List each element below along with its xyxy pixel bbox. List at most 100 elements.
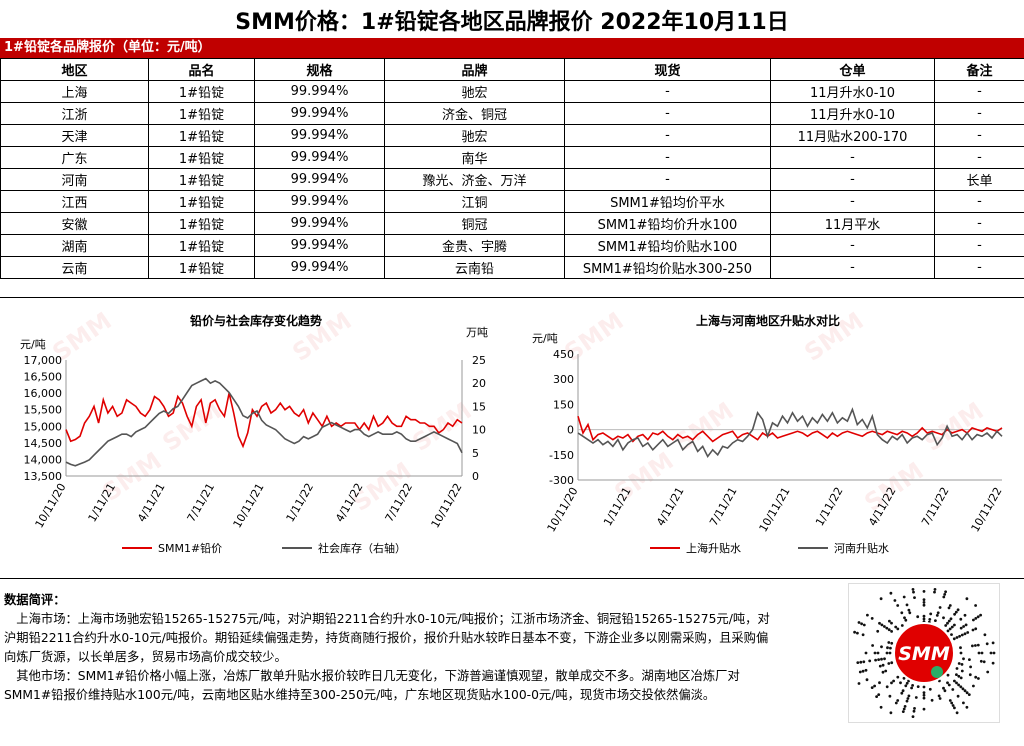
qr-dot — [947, 606, 951, 610]
qr-dot — [957, 662, 961, 665]
qr-dot — [889, 646, 892, 650]
table-cell: - — [564, 124, 771, 147]
qr-dot — [949, 617, 953, 621]
qr-dot — [893, 599, 897, 602]
table-row: 云南 1#铅锭 99.994% 云南铅 SMM1#铅均价贴水300-250- - — [0, 256, 1024, 279]
qr-dot — [991, 661, 995, 665]
qr-dot — [922, 590, 926, 593]
qr-dot — [955, 711, 959, 715]
table-cell: 南华 — [384, 146, 565, 169]
qr-dot — [902, 707, 906, 711]
qr-dot — [908, 611, 912, 615]
table-cell: 豫光、济金、万洋 — [384, 168, 565, 191]
table-cell: 安徽 — [0, 212, 149, 235]
qr-dot — [856, 661, 860, 664]
table-cell: 济金、铜冠 — [384, 102, 565, 125]
qr-dot — [972, 684, 975, 688]
table-row: 河南 1#铅锭 99.994% 豫光、济金、万洋 - - 长单 — [0, 168, 1024, 191]
qr-dot — [936, 611, 940, 615]
qr-dot — [896, 627, 900, 631]
table-cell: 11月升水0-10 — [770, 80, 935, 103]
qr-dot — [878, 664, 882, 668]
qr-dot — [922, 617, 926, 621]
qr-dot — [961, 687, 965, 691]
qr-dot — [922, 696, 926, 700]
qr-dot — [957, 683, 960, 687]
qr-dot — [864, 668, 868, 672]
qr-dot — [905, 699, 909, 703]
qr-dot — [871, 644, 874, 647]
qr-dot — [885, 626, 889, 630]
qr-dot — [922, 601, 926, 604]
qr-dot — [896, 675, 900, 679]
col-header-product: 品名 — [148, 58, 255, 81]
qr-dot — [974, 604, 977, 607]
table-cell: SMM1#铅均价升水100 — [564, 212, 771, 235]
qr-dot — [883, 625, 886, 628]
chart2-legend-henan: 河南升贴水 — [798, 540, 889, 556]
qr-dot — [955, 681, 958, 685]
qr-dot — [954, 610, 958, 614]
qr-dot — [948, 627, 952, 631]
divider-top — [0, 297, 1024, 298]
qr-dot — [947, 619, 951, 623]
chart2-title: 上海与河南地区升贴水对比 — [695, 314, 840, 328]
qr-dot — [959, 626, 963, 630]
col-header-region: 地区 — [0, 58, 149, 81]
qr-dot — [929, 612, 933, 616]
y-tick-label: 14,500 — [24, 437, 63, 450]
table-cell: - — [564, 80, 771, 103]
table-cell: 天津 — [0, 124, 149, 147]
qr-dot — [953, 679, 956, 683]
table-cell: 铜冠 — [384, 212, 565, 235]
table-cell: 11月贴水200-170 — [770, 124, 935, 147]
qr-dot — [879, 597, 883, 601]
qr-dot — [904, 684, 908, 688]
x-tick-label: 10/11/21 — [231, 481, 267, 530]
y-right-tick-label: 15 — [472, 400, 486, 413]
y-tick-label: 0 — [567, 424, 574, 437]
qr-dot — [907, 694, 911, 698]
qr-dot — [890, 661, 894, 665]
qr-dot — [876, 651, 880, 655]
table-cell: 上海 — [0, 80, 149, 103]
qr-dot — [959, 617, 963, 621]
y-tick-label: 14,000 — [24, 453, 63, 466]
qr-dot — [911, 684, 914, 687]
qr-dot — [889, 711, 893, 715]
chart-premium-compare: 上海与河南地区升贴水对比 SMM SMM SMM SMM SMM SMM 450 300 150… — [512, 302, 1024, 574]
col-header-note: 备注 — [934, 58, 1024, 81]
qr-dot — [878, 621, 881, 625]
table-cell: 河南 — [0, 168, 149, 191]
qr-dot — [914, 696, 918, 699]
watermark-text: SMM — [407, 397, 476, 457]
qr-dot — [868, 659, 872, 663]
legend-swatch-red — [122, 547, 152, 549]
qr-dot — [930, 698, 934, 702]
x-tick-label: 7/11/22 — [919, 485, 951, 528]
qr-dot — [974, 627, 978, 631]
table-cell: SMM1#铅均价贴水100 — [564, 234, 771, 257]
qr-dot — [966, 631, 970, 634]
table-cell: - — [934, 234, 1024, 257]
qr-dot — [912, 590, 915, 594]
qr-dot — [938, 606, 942, 609]
table-cell: 99.994% — [254, 234, 385, 257]
qr-dot — [948, 699, 952, 702]
y-tick-label: 17,000 — [24, 354, 63, 367]
chart1-legend-price: SMM1#铅价 — [122, 540, 222, 556]
qr-dot — [971, 644, 974, 648]
col-header-spec: 规格 — [254, 58, 385, 81]
qr-dot — [968, 658, 971, 661]
qr-dot — [903, 616, 906, 620]
col-header-spot: 现货 — [564, 58, 771, 81]
qr-dot — [887, 662, 891, 665]
qr-dot — [950, 633, 953, 636]
y-tick-label: -150 — [549, 449, 574, 462]
qr-dot — [963, 689, 967, 693]
qr-dot — [942, 686, 945, 690]
table-cell: 1#铅锭 — [148, 212, 255, 235]
qr-dot — [943, 593, 947, 596]
qr-dot — [965, 597, 969, 601]
